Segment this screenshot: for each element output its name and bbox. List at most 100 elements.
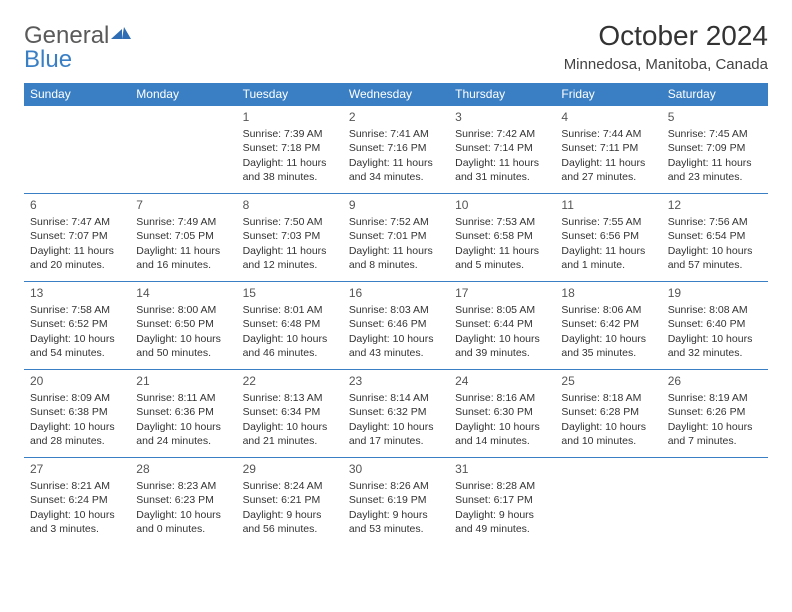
- day-number: 23: [349, 373, 443, 389]
- logo: GeneralBlue: [24, 20, 133, 72]
- daylight-text: Daylight: 10 hours and 10 minutes.: [561, 420, 655, 448]
- day-cell: 23Sunrise: 8:14 AMSunset: 6:32 PMDayligh…: [343, 370, 449, 458]
- day-info: Sunrise: 7:53 AMSunset: 6:58 PMDaylight:…: [455, 215, 549, 272]
- sunset-text: Sunset: 6:26 PM: [668, 405, 762, 419]
- daylight-text: Daylight: 11 hours and 23 minutes.: [668, 156, 762, 184]
- sunrise-text: Sunrise: 8:26 AM: [349, 479, 443, 493]
- day-info: Sunrise: 8:01 AMSunset: 6:48 PMDaylight:…: [243, 303, 337, 360]
- day-info: Sunrise: 8:23 AMSunset: 6:23 PMDaylight:…: [136, 479, 230, 536]
- day-info: Sunrise: 8:03 AMSunset: 6:46 PMDaylight:…: [349, 303, 443, 360]
- day-cell: 18Sunrise: 8:06 AMSunset: 6:42 PMDayligh…: [555, 282, 661, 370]
- calendar-body: 1Sunrise: 7:39 AMSunset: 7:18 PMDaylight…: [24, 106, 768, 546]
- day-number: 25: [561, 373, 655, 389]
- sunrise-text: Sunrise: 7:45 AM: [668, 127, 762, 141]
- day-cell: 2Sunrise: 7:41 AMSunset: 7:16 PMDaylight…: [343, 106, 449, 194]
- day-info: Sunrise: 8:18 AMSunset: 6:28 PMDaylight:…: [561, 391, 655, 448]
- day-info: Sunrise: 7:58 AMSunset: 6:52 PMDaylight:…: [30, 303, 124, 360]
- day-number: 18: [561, 285, 655, 301]
- daylight-text: Daylight: 11 hours and 27 minutes.: [561, 156, 655, 184]
- sunset-text: Sunset: 6:58 PM: [455, 229, 549, 243]
- day-number: 30: [349, 461, 443, 477]
- daylight-text: Daylight: 9 hours and 49 minutes.: [455, 508, 549, 536]
- day-info: Sunrise: 8:21 AMSunset: 6:24 PMDaylight:…: [30, 479, 124, 536]
- sunset-text: Sunset: 6:42 PM: [561, 317, 655, 331]
- daylight-text: Daylight: 11 hours and 34 minutes.: [349, 156, 443, 184]
- day-number: 27: [30, 461, 124, 477]
- day-cell: 11Sunrise: 7:55 AMSunset: 6:56 PMDayligh…: [555, 194, 661, 282]
- day-number: 22: [243, 373, 337, 389]
- sunset-text: Sunset: 6:54 PM: [668, 229, 762, 243]
- sunset-text: Sunset: 6:17 PM: [455, 493, 549, 507]
- day-info: Sunrise: 7:49 AMSunset: 7:05 PMDaylight:…: [136, 215, 230, 272]
- day-cell: 5 Sunrise: 7:45 AMSunset: 7:09 PMDaylight…: [662, 106, 768, 194]
- week-row: 20Sunrise: 8:09 AMSunset: 6:38 PMDayligh…: [24, 370, 768, 458]
- sunset-text: Sunset: 6:50 PM: [136, 317, 230, 331]
- day-cell: 14Sunrise: 8:00 AMSunset: 6:50 PMDayligh…: [130, 282, 236, 370]
- sunrise-text: Sunrise: 8:05 AM: [455, 303, 549, 317]
- calendar-table: Sunday Monday Tuesday Wednesday Thursday…: [24, 83, 768, 546]
- day-info: Sunrise: 7:44 AMSunset: 7:11 PMDaylight:…: [561, 127, 655, 184]
- day-number: 9: [349, 197, 443, 213]
- day-info: Sunrise: 7:56 AMSunset: 6:54 PMDaylight:…: [668, 215, 762, 272]
- sunrise-text: Sunrise: 8:01 AM: [243, 303, 337, 317]
- day-number: 7: [136, 197, 230, 213]
- daylight-text: Daylight: 10 hours and 46 minutes.: [243, 332, 337, 360]
- day-number: 8: [243, 197, 337, 213]
- sunrise-text: Sunrise: 7:56 AM: [668, 215, 762, 229]
- day-info: Sunrise: 7:45 AMSunset: 7:09 PMDaylight:…: [668, 127, 762, 184]
- daylight-text: Daylight: 11 hours and 16 minutes.: [136, 244, 230, 272]
- day-cell: 28Sunrise: 8:23 AMSunset: 6:23 PMDayligh…: [130, 458, 236, 546]
- day-info: Sunrise: 8:08 AMSunset: 6:40 PMDaylight:…: [668, 303, 762, 360]
- daylight-text: Daylight: 11 hours and 8 minutes.: [349, 244, 443, 272]
- day-info: Sunrise: 7:47 AMSunset: 7:07 PMDaylight:…: [30, 215, 124, 272]
- day-cell: 10 Sunrise: 7:53 AMSunset: 6:58 PMDayligh…: [449, 194, 555, 282]
- sunset-text: Sunset: 7:05 PM: [136, 229, 230, 243]
- day-number: 17: [455, 285, 549, 301]
- day-info: Sunrise: 8:05 AMSunset: 6:44 PMDaylight:…: [455, 303, 549, 360]
- sunset-text: Sunset: 6:36 PM: [136, 405, 230, 419]
- day-info: Sunrise: 8:11 AMSunset: 6:36 PMDaylight:…: [136, 391, 230, 448]
- day-number: 12: [668, 197, 762, 213]
- sunrise-text: Sunrise: 7:47 AM: [30, 215, 124, 229]
- daylight-text: Daylight: 10 hours and 14 minutes.: [455, 420, 549, 448]
- sunrise-text: Sunrise: 8:00 AM: [136, 303, 230, 317]
- daylight-text: Daylight: 10 hours and 54 minutes.: [30, 332, 124, 360]
- day-number: 5: [668, 109, 762, 125]
- header: GeneralBlue October 2024 Minnedosa, Mani…: [24, 20, 768, 73]
- day-header-thursday: Thursday: [449, 83, 555, 106]
- daylight-text: Daylight: 10 hours and 17 minutes.: [349, 420, 443, 448]
- day-cell: [24, 106, 130, 194]
- daylight-text: Daylight: 11 hours and 12 minutes.: [243, 244, 337, 272]
- sunrise-text: Sunrise: 7:55 AM: [561, 215, 655, 229]
- daylight-text: Daylight: 10 hours and 24 minutes.: [136, 420, 230, 448]
- day-cell: [555, 458, 661, 546]
- daylight-text: Daylight: 11 hours and 5 minutes.: [455, 244, 549, 272]
- sunrise-text: Sunrise: 8:24 AM: [243, 479, 337, 493]
- day-info: Sunrise: 8:09 AMSunset: 6:38 PMDaylight:…: [30, 391, 124, 448]
- daylight-text: Daylight: 10 hours and 7 minutes.: [668, 420, 762, 448]
- day-number: 29: [243, 461, 337, 477]
- day-cell: [130, 106, 236, 194]
- sunset-text: Sunset: 7:11 PM: [561, 141, 655, 155]
- day-cell: [662, 458, 768, 546]
- sunset-text: Sunset: 6:48 PM: [243, 317, 337, 331]
- day-info: Sunrise: 8:26 AMSunset: 6:19 PMDaylight:…: [349, 479, 443, 536]
- day-number: 10: [455, 197, 549, 213]
- sunset-text: Sunset: 6:23 PM: [136, 493, 230, 507]
- sunrise-text: Sunrise: 8:09 AM: [30, 391, 124, 405]
- sunrise-text: Sunrise: 7:53 AM: [455, 215, 549, 229]
- day-header-wednesday: Wednesday: [343, 83, 449, 106]
- daylight-text: Daylight: 11 hours and 38 minutes.: [243, 156, 337, 184]
- sunrise-text: Sunrise: 8:03 AM: [349, 303, 443, 317]
- day-header-friday: Friday: [555, 83, 661, 106]
- day-cell: 4Sunrise: 7:44 AMSunset: 7:11 PMDaylight…: [555, 106, 661, 194]
- sunrise-text: Sunrise: 8:06 AM: [561, 303, 655, 317]
- daylight-text: Daylight: 10 hours and 50 minutes.: [136, 332, 230, 360]
- sunset-text: Sunset: 6:44 PM: [455, 317, 549, 331]
- day-number: 16: [349, 285, 443, 301]
- day-cell: 22Sunrise: 8:13 AMSunset: 6:34 PMDayligh…: [237, 370, 343, 458]
- day-number: 19: [668, 285, 762, 301]
- sunset-text: Sunset: 6:30 PM: [455, 405, 549, 419]
- day-info: Sunrise: 7:41 AMSunset: 7:16 PMDaylight:…: [349, 127, 443, 184]
- daylight-text: Daylight: 10 hours and 0 minutes.: [136, 508, 230, 536]
